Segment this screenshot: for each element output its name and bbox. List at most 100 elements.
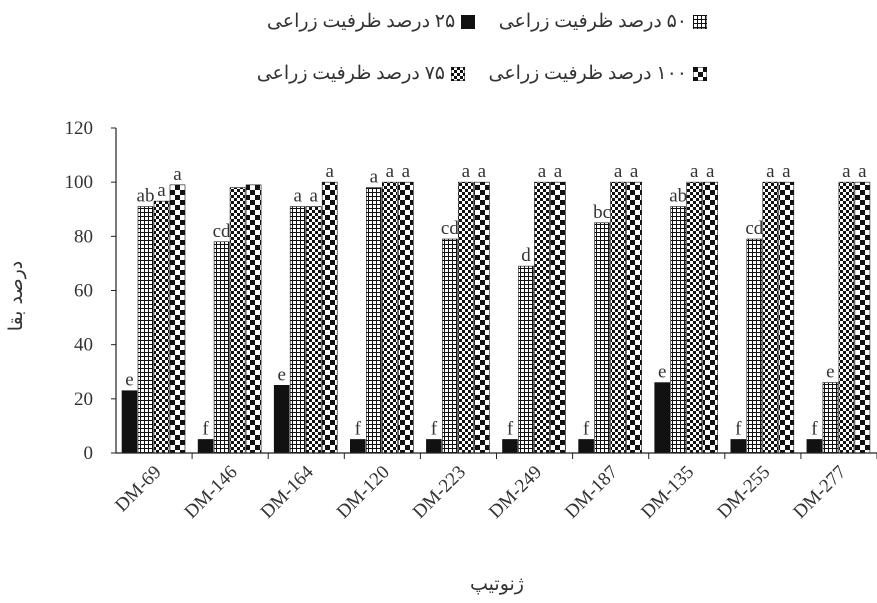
bar-DM-249-s4: [550, 181, 566, 454]
bar-DM-146-s3: [229, 187, 246, 454]
legend-label-75: ۷۵ درصد ظرفیت زراعی: [256, 63, 445, 84]
bar-label-DM-187-s4: a: [630, 161, 639, 182]
bar-DM-164-s1: [273, 384, 290, 454]
bar-label-DM-120-s2: a: [370, 167, 379, 188]
bar-label-DM-146-s1: f: [202, 418, 209, 439]
y-tick-label: 80: [74, 226, 93, 247]
y-tick-label: 0: [84, 443, 94, 464]
bar-DM-135-s1: [654, 382, 671, 454]
bar-DM-249-s2: [518, 265, 534, 454]
x-tick-label: DM-255: [713, 462, 774, 523]
bar-label-DM-69-s1: e: [125, 370, 133, 391]
bar-label-DM-277-s4: a: [858, 161, 867, 182]
legend-swatch-50: [693, 14, 707, 29]
legend-label-50: ۵۰ درصد ظرفیت زراعی: [498, 11, 687, 32]
y-tick-label: 100: [65, 172, 94, 193]
bar-label-DM-255-s4: a: [782, 161, 791, 182]
y-tick-label: 120: [65, 118, 94, 139]
x-axis-title: ژنوتیپ: [470, 573, 524, 595]
y-tick-label: 20: [74, 389, 93, 410]
bar-DM-187-s2: [594, 222, 610, 454]
bar-label-DM-135-s3: a: [690, 161, 699, 182]
bar-label-DM-223-s3: a: [462, 161, 471, 182]
bar-label-DM-164-s4: a: [325, 161, 334, 182]
legend-item-25: ۲۵ درصد ظرفیت زراعی: [266, 10, 476, 33]
bar-DM-69-s4: [169, 184, 186, 454]
bar-label-DM-120-s3: a: [386, 161, 395, 182]
bar-DM-223-s1: [426, 439, 442, 454]
y-tick-labels: 0 20 40 60 80 100 120: [65, 118, 94, 464]
bar-DM-223-s3: [458, 181, 474, 454]
bar-DM-120-s4: [397, 181, 414, 454]
legend-label-25: ۲۵ درصد ظرفیت زراعی: [266, 11, 456, 32]
bar-DM-255-s3: [762, 181, 779, 454]
bar-label-DM-120-s1: f: [355, 418, 362, 439]
bar-label-DM-135-s1: e: [658, 362, 666, 383]
x-tick-label: DM-249: [485, 462, 546, 523]
bar-label-DM-223-s2: cd: [441, 218, 459, 239]
bar-label-DM-120-s4: a: [402, 161, 411, 182]
bar-label-DM-249-s1: f: [507, 418, 514, 439]
bar-DM-120-s2: [365, 187, 382, 454]
bar-label-DM-135-s2: ab: [669, 186, 687, 207]
x-tick-label: DM-277: [789, 462, 850, 523]
bar-label-DM-135-s4: a: [706, 161, 715, 182]
bar-DM-187-s1: [578, 439, 594, 454]
axes-group: [111, 127, 877, 459]
x-tick-labels: DM-69 DM-146 DM-164 DM-120 DM-223 DM-249 DM-18…: [111, 461, 850, 522]
x-tick-label: DM-135: [637, 462, 698, 523]
bar-label-DM-277-s3: a: [842, 161, 851, 182]
bar-label-DM-164-s1: e: [277, 364, 285, 385]
bar-DM-277-s3: [838, 181, 855, 454]
bar-DM-164-s3: [305, 206, 322, 454]
bar-label-DM-146-s2: cd: [213, 221, 231, 242]
y-tick-label: 40: [74, 335, 93, 356]
x-tick-label: DM-146: [181, 462, 242, 523]
bar-label-DM-249-s3: a: [538, 161, 547, 182]
y-axis-title: درصد بقا: [5, 261, 27, 331]
bar-DM-187-s4: [626, 181, 642, 454]
bar-label-DM-69-s2: ab: [137, 186, 155, 207]
x-tick-label: DM-69: [111, 462, 165, 516]
bar-label-DM-277-s1: f: [811, 418, 818, 439]
bar-label-DM-223-s4: a: [478, 161, 487, 182]
legend-swatch-100: [693, 66, 707, 81]
bar-label-DM-277-s2: e: [826, 362, 834, 383]
bar-DM-164-s4: [321, 181, 338, 454]
legend-label-100: ۱۰۰ درصد ظرفیت زراعی: [488, 63, 688, 84]
bar-DM-164-s2: [289, 206, 306, 454]
bar-label-DM-69-s3: a: [157, 180, 166, 201]
x-tick-label: DM-187: [561, 462, 622, 523]
bar-DM-223-s2: [442, 238, 458, 454]
bar-label-DM-249-s2: d: [521, 245, 531, 266]
bar-label-DM-255-s3: a: [766, 161, 775, 182]
legend-row-2: ۱۰۰ درصد ظرفیت زراعی ۷۵ درصد ظرفیت زراعی: [257, 62, 707, 87]
y-tick-label: 60: [74, 281, 93, 302]
bar-DM-146-s1: [197, 439, 214, 454]
x-tick-label: DM-164: [257, 461, 318, 522]
bar-label-DM-164-s3: a: [309, 186, 318, 207]
bar-DM-277-s2: [822, 382, 839, 454]
bar-DM-135-s2: [670, 206, 687, 454]
x-tick-label: DM-223: [409, 462, 470, 523]
bar-DM-69-s3: [153, 200, 170, 454]
bar-DM-255-s2: [746, 238, 763, 454]
bar-DM-187-s3: [610, 181, 626, 454]
bar-DM-249-s1: [502, 439, 518, 454]
bar-DM-69-s2: [137, 206, 154, 454]
bar-label-DM-255-s1: f: [735, 418, 742, 439]
legend-item-100: ۱۰۰ درصد ظرفیت زراعی: [488, 62, 707, 85]
bar-label-DM-187-s2: bc: [593, 202, 611, 223]
legend-swatch-25: [461, 14, 476, 29]
bars-group: [121, 181, 871, 454]
bar-label-DM-249-s4: a: [554, 161, 563, 182]
x-tick-label: DM-120: [333, 462, 394, 523]
bar-DM-277-s1: [806, 439, 823, 454]
legend-row-1: ۵۰ درصد ظرفیت زراعی ۲۵ درصد ظرفیت زراعی: [267, 10, 707, 35]
bar-DM-223-s4: [474, 181, 490, 454]
bar-DM-249-s3: [534, 181, 550, 454]
bar-DM-120-s1: [349, 439, 366, 454]
bar-label-DM-223-s1: f: [431, 418, 438, 439]
bar-label-DM-187-s3: a: [614, 161, 623, 182]
